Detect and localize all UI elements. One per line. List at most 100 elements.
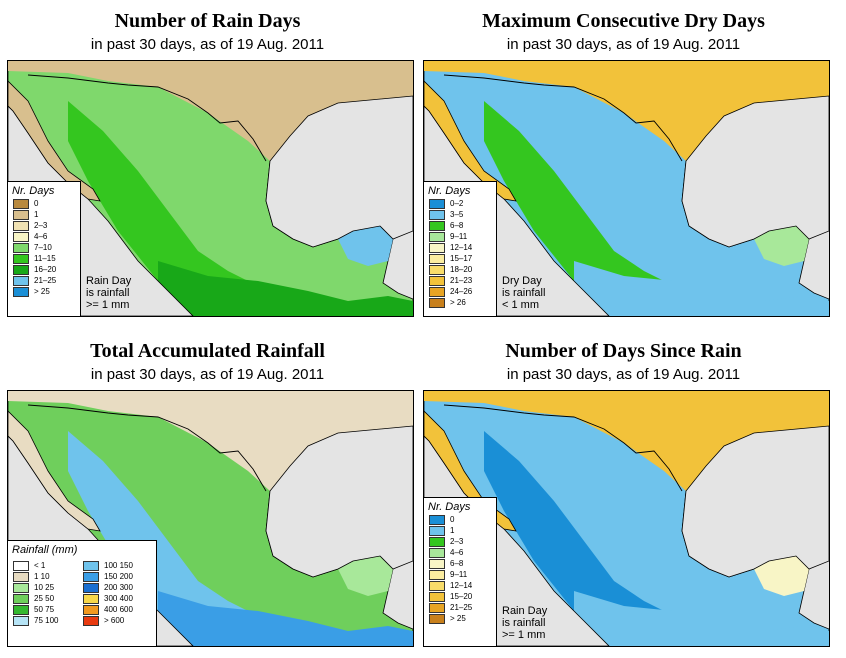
legend-swatch: [429, 537, 445, 547]
us-mexico-border: [443, 404, 683, 492]
legend-swatch: [429, 287, 445, 297]
panel-title: Maximum Consecutive Dry Days: [482, 10, 765, 32]
gulf-of-mexico: [265, 425, 413, 578]
panel-title: Number of Days Since Rain: [505, 340, 742, 362]
legend-swatch: [83, 594, 99, 604]
legend-label: 24–26: [450, 287, 473, 296]
legend-label: 21–25: [450, 603, 473, 612]
panel-title: Total Accumulated Rainfall: [90, 340, 325, 362]
legend-swatch: [429, 570, 445, 580]
region-north: [424, 61, 829, 161]
region-west: [68, 101, 288, 316]
legend-label: 10 25: [34, 583, 55, 592]
legend-title: Nr. Days: [428, 501, 471, 513]
baja-peninsula: [424, 410, 517, 532]
legend-entry: 100 150: [78, 561, 154, 572]
region-north: [424, 391, 829, 491]
us-mexico-border: [27, 74, 267, 162]
legend-swatch: [83, 616, 99, 626]
gulf-of-mexico: [265, 95, 413, 248]
legend-label: 21–25: [34, 276, 57, 285]
legend-swatch: [429, 614, 445, 624]
legend-entry: 75 100: [8, 616, 82, 627]
legend-label: 11–15: [34, 254, 56, 263]
panel-subtitle: in past 30 days, as of 19 Aug. 2011: [506, 36, 741, 53]
legend-entry: 15–20: [424, 592, 496, 603]
legend-swatch: [429, 559, 445, 569]
legend-entry: 21–25: [424, 603, 496, 614]
legend-label: 21–23: [450, 276, 473, 285]
legend-swatch: [83, 605, 99, 615]
legend-title: Nr. Days: [12, 185, 55, 197]
legend-label: 50 75: [34, 605, 55, 614]
legend-entry: 24–26: [424, 287, 496, 298]
legend: Nr. Days 0 1 2–3 4–6 6–8 9–11 12–14 15–20 21–25 >…: [424, 497, 497, 646]
region-south: [574, 591, 829, 646]
legend-entry: 15–17: [424, 254, 496, 265]
legend-label: 0: [450, 515, 455, 524]
legend-entry: 0: [424, 515, 496, 526]
legend-label: 3–5: [450, 210, 464, 219]
legend-entry: 1: [8, 210, 80, 221]
legend-entry: 0–2: [424, 199, 496, 210]
legend-label: 12–14: [450, 243, 473, 252]
legend-entry: 300 400: [78, 594, 154, 605]
legend-entry: 12–14: [424, 581, 496, 592]
legend-entry: > 25: [424, 614, 496, 625]
legend-entry: 4–6: [424, 548, 496, 559]
panel-subtitle: in past 30 days, as of 19 Aug. 2011: [90, 366, 325, 383]
legend-swatch: [13, 210, 29, 220]
legend-label: 6–8: [450, 221, 464, 230]
legend-swatch: [13, 583, 29, 593]
panel-dry-days: Maximum Consecutive Dry Days in past 30 …: [416, 0, 831, 320]
legend-entry: 4–6: [8, 232, 80, 243]
legend-title: Rainfall (mm): [12, 544, 78, 556]
legend-label: 9–11: [450, 570, 468, 579]
legend-entry: > 600: [78, 616, 154, 627]
legend-swatch: [429, 298, 445, 308]
legend-label: 7–10: [34, 243, 52, 252]
legend-entry: 2–3: [8, 221, 80, 232]
legend-entry: 9–11: [424, 232, 496, 243]
legend-entry: < 1: [8, 561, 82, 572]
us-mexico-border: [443, 74, 683, 162]
map-note: Rain Day is rainfall >= 1 mm: [502, 605, 548, 641]
legend-label: > 25: [450, 614, 466, 623]
legend-entry: 1: [424, 526, 496, 537]
legend-label: 1: [450, 526, 455, 535]
legend-entry: 3–5: [424, 210, 496, 221]
legend-label: 6–8: [450, 559, 464, 568]
legend-label: 15–20: [450, 592, 473, 601]
legend-label: 400 600: [104, 605, 133, 614]
us-mexico-border: [27, 404, 267, 492]
legend-entry: 0: [8, 199, 80, 210]
legend-swatch: [83, 572, 99, 582]
legend-entry: 2–3: [424, 537, 496, 548]
legend-swatch: [83, 561, 99, 571]
region-west: [68, 431, 288, 646]
region-west: [484, 431, 704, 646]
legend-swatch: [13, 616, 29, 626]
legend-swatch: [429, 276, 445, 286]
legend-label: 18–20: [450, 265, 473, 274]
legend: Nr. Days 0 1 2–3 4–6 7–10 11–15 16–20 21–25 > 25: [8, 181, 81, 316]
legend-entry: 18–20: [424, 265, 496, 276]
legend-label: 75 100: [34, 616, 59, 625]
gulf-of-mexico: [681, 95, 829, 248]
legend-entry: 7–10: [8, 243, 80, 254]
legend-swatch: [13, 232, 29, 242]
map-accumulated-rainfall: Rainfall (mm) < 1 1 10 10 25 25 50 50 75 75 1…: [7, 390, 414, 647]
legend-entry: > 26: [424, 298, 496, 309]
legend-swatch: [429, 254, 445, 264]
map-rain-days: Nr. Days 0 1 2–3 4–6 7–10 11–15 16–20 21–25 > 25…: [7, 60, 414, 317]
legend-swatch: [13, 199, 29, 209]
panel-subtitle: in past 30 days, as of 19 Aug. 2011: [506, 366, 741, 383]
legend-swatch: [13, 572, 29, 582]
baja-peninsula: [8, 80, 101, 202]
legend-entry: 200 300: [78, 583, 154, 594]
legend-entry: 6–8: [424, 221, 496, 232]
legend-label: 0: [34, 199, 39, 208]
panel-title: Number of Rain Days: [114, 10, 301, 32]
legend-entry: 50 75: [8, 605, 82, 616]
legend-swatch: [429, 221, 445, 231]
